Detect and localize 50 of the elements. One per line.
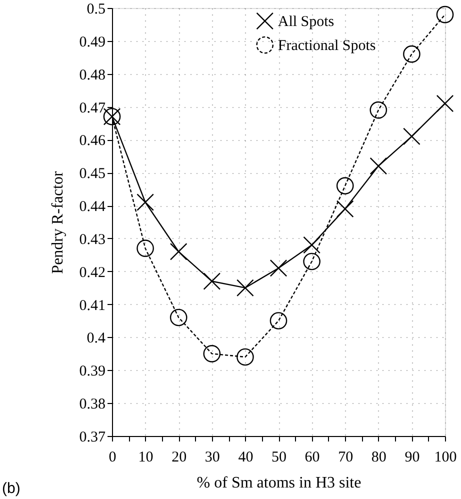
point <box>436 94 454 112</box>
x-tick-label: 0 <box>108 450 116 466</box>
point <box>303 252 320 270</box>
x-tick-label: 50 <box>272 450 286 466</box>
y-tick-label: 0.44 <box>79 199 106 216</box>
y-tick-label: 0.46 <box>79 133 106 150</box>
y-axis-title: Pendry R-factor <box>49 170 66 274</box>
point <box>403 128 420 146</box>
x-axis-title: % of Sm atoms in H3 site <box>196 474 362 492</box>
x-tick-label: 40 <box>238 450 254 466</box>
point <box>236 348 254 366</box>
x-tick-label: 60 <box>304 450 320 466</box>
x-tick-label: 10 <box>138 450 154 466</box>
point <box>236 279 254 297</box>
point <box>136 194 154 211</box>
point <box>370 157 388 175</box>
legend-label: Fractional Spots <box>278 38 376 54</box>
y-tick-label: 0.38 <box>79 396 106 413</box>
x-tick-label: 20 <box>172 450 187 466</box>
point <box>370 101 388 119</box>
point <box>136 240 154 257</box>
point <box>203 272 221 290</box>
y-tick-label: 0.47 <box>79 100 106 116</box>
y-tick-label: 0.5 <box>86 2 106 18</box>
point <box>270 259 288 277</box>
point <box>336 200 354 218</box>
point <box>403 45 420 63</box>
x-tick-label: 80 <box>371 450 386 466</box>
y-tick-label: 0.37 <box>79 430 106 446</box>
y-tick-label: 0.41 <box>79 298 106 314</box>
point <box>336 177 354 194</box>
point <box>203 345 221 362</box>
point <box>303 236 320 254</box>
x-tick-label: 70 <box>338 450 354 466</box>
y-tick-label: 0.45 <box>79 166 106 182</box>
y-tick-label: 0.48 <box>79 67 106 84</box>
y-tick-label: 0.4 <box>86 330 106 347</box>
text: (b) <box>2 480 20 497</box>
y-tick-label: 0.42 <box>79 264 106 281</box>
point <box>170 242 188 260</box>
point <box>436 6 454 24</box>
x-tick-label: 30 <box>204 450 220 466</box>
y-tick-label: 0.43 <box>79 232 106 248</box>
y-tick-label: 0.39 <box>79 364 106 380</box>
x-tick-label: 90 <box>404 450 420 466</box>
legend-label: All Spots <box>278 14 334 30</box>
point <box>270 312 288 330</box>
point <box>170 308 188 326</box>
y-tick-label: 0.49 <box>79 34 106 50</box>
x-tick-label: 100 <box>434 450 457 466</box>
